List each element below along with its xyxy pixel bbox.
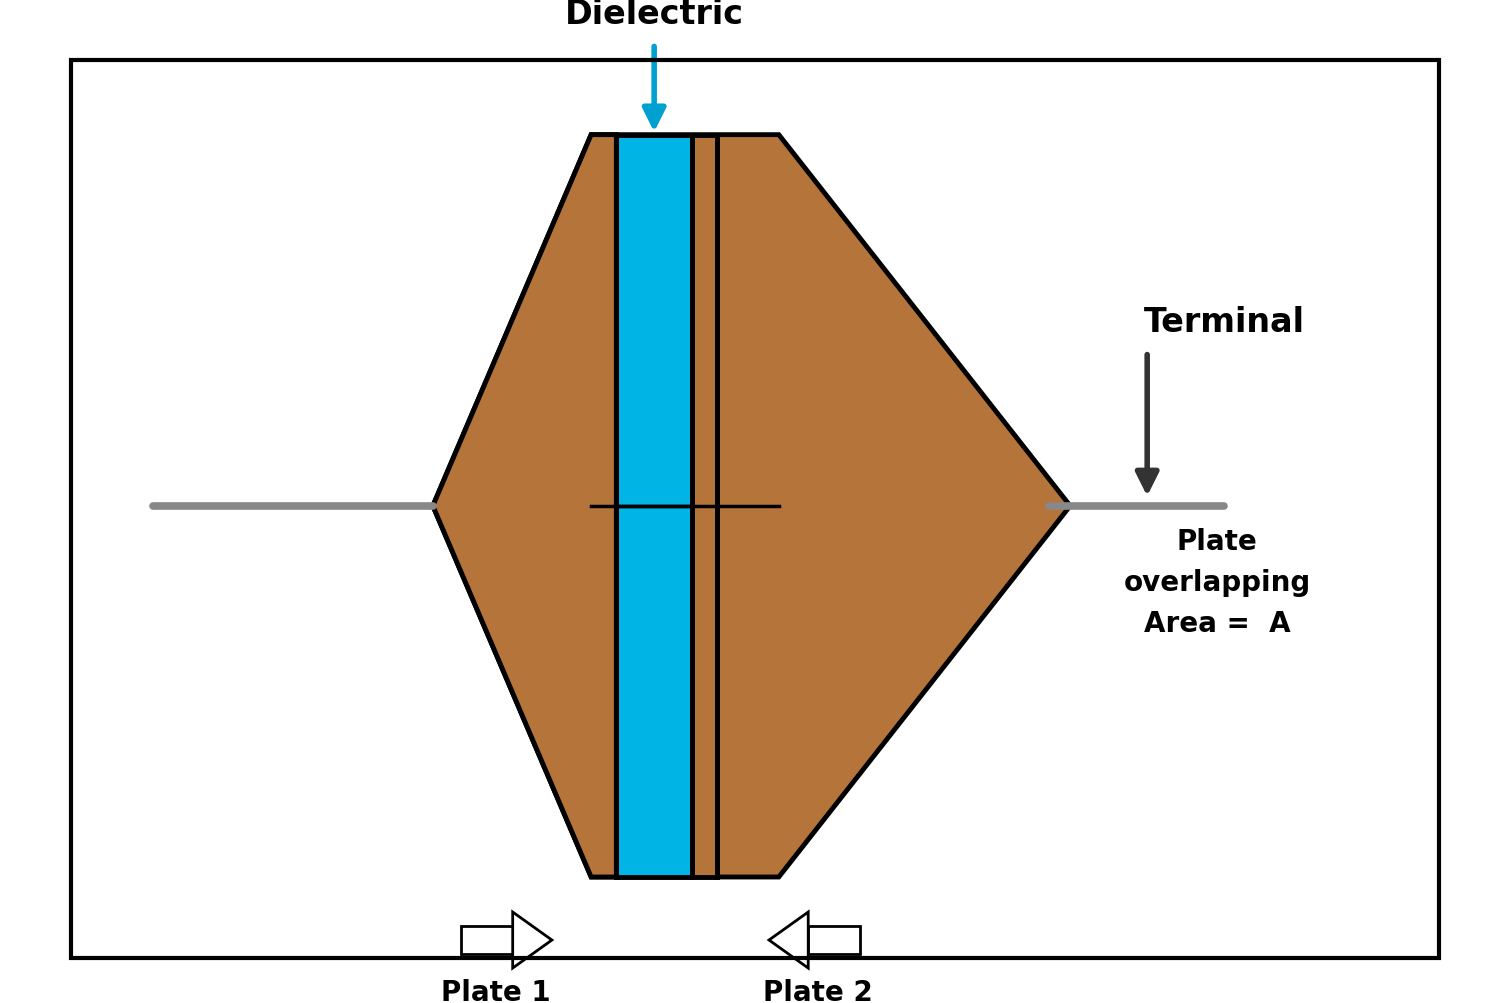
Text: Plate 1: Plate 1 [441, 978, 551, 1003]
Text: Plate 2: Plate 2 [763, 978, 873, 1003]
Bar [461, 926, 513, 954]
Text: Plate
overlapping
Area =  A: Plate overlapping Area = A [1123, 528, 1311, 638]
Text: Dielectric: Dielectric [565, 0, 743, 30]
Bar [808, 926, 861, 954]
Polygon shape [513, 912, 553, 968]
Polygon shape [692, 135, 717, 878]
Polygon shape [433, 135, 1071, 878]
Polygon shape [769, 912, 808, 968]
Polygon shape [433, 135, 616, 878]
Polygon shape [616, 135, 692, 878]
Text: Terminal: Terminal [1143, 306, 1305, 338]
